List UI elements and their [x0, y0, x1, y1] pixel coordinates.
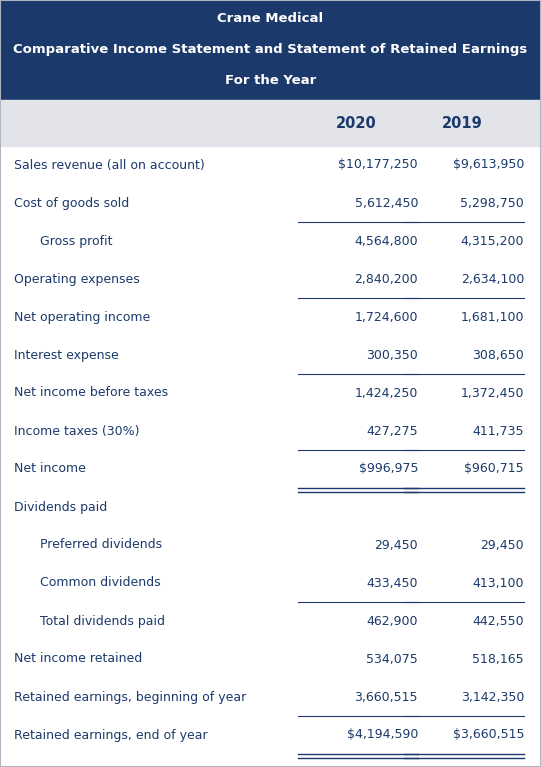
Text: $10,177,250: $10,177,250: [338, 159, 418, 172]
Text: 4,315,200: 4,315,200: [460, 235, 524, 248]
Text: Crane Medical: Crane Medical: [217, 12, 324, 25]
Text: 411,735: 411,735: [472, 424, 524, 437]
Text: Net operating income: Net operating income: [14, 311, 150, 324]
Text: 2,840,200: 2,840,200: [354, 272, 418, 285]
Text: 518,165: 518,165: [472, 653, 524, 666]
Text: Common dividends: Common dividends: [40, 577, 161, 590]
Text: Net income: Net income: [14, 463, 86, 476]
Text: 2,634,100: 2,634,100: [460, 272, 524, 285]
Text: Retained earnings, end of year: Retained earnings, end of year: [14, 729, 208, 742]
Text: 427,275: 427,275: [366, 424, 418, 437]
Text: 433,450: 433,450: [366, 577, 418, 590]
Text: Dividends paid: Dividends paid: [14, 501, 107, 513]
Text: 3,142,350: 3,142,350: [460, 690, 524, 703]
Text: Retained earnings, beginning of year: Retained earnings, beginning of year: [14, 690, 246, 703]
Text: 5,298,750: 5,298,750: [460, 196, 524, 209]
Text: 1,372,450: 1,372,450: [460, 387, 524, 400]
Bar: [0, 0, 541, 100]
Text: Net income before taxes: Net income before taxes: [14, 387, 168, 400]
Text: 442,550: 442,550: [472, 614, 524, 627]
Text: 534,075: 534,075: [366, 653, 418, 666]
Text: $9,613,950: $9,613,950: [453, 159, 524, 172]
Text: Cost of goods sold: Cost of goods sold: [14, 196, 129, 209]
Text: For the Year: For the Year: [225, 74, 316, 87]
Text: 308,650: 308,650: [472, 348, 524, 361]
Text: $4,194,590: $4,194,590: [347, 729, 418, 742]
Text: Operating expenses: Operating expenses: [14, 272, 140, 285]
Text: $996,975: $996,975: [359, 463, 418, 476]
Text: 2020: 2020: [335, 116, 377, 130]
Text: 1,724,600: 1,724,600: [354, 311, 418, 324]
Text: 2019: 2019: [441, 116, 483, 130]
Text: 4,564,800: 4,564,800: [354, 235, 418, 248]
Text: $3,660,515: $3,660,515: [452, 729, 524, 742]
Text: Sales revenue (all on account): Sales revenue (all on account): [14, 159, 204, 172]
Text: Interest expense: Interest expense: [14, 348, 119, 361]
Bar: [0, 100, 541, 146]
Text: 1,681,100: 1,681,100: [460, 311, 524, 324]
Text: Preferred dividends: Preferred dividends: [40, 538, 162, 551]
Text: Gross profit: Gross profit: [40, 235, 113, 248]
Text: 462,900: 462,900: [366, 614, 418, 627]
Text: 5,612,450: 5,612,450: [354, 196, 418, 209]
Text: 29,450: 29,450: [374, 538, 418, 551]
Text: 3,660,515: 3,660,515: [354, 690, 418, 703]
Text: Net income retained: Net income retained: [14, 653, 142, 666]
Text: $960,715: $960,715: [464, 463, 524, 476]
Text: Income taxes (30%): Income taxes (30%): [14, 424, 140, 437]
Text: 413,100: 413,100: [472, 577, 524, 590]
Text: 1,424,250: 1,424,250: [354, 387, 418, 400]
Text: Total dividends paid: Total dividends paid: [40, 614, 165, 627]
Text: 29,450: 29,450: [480, 538, 524, 551]
Text: Comparative Income Statement and Statement of Retained Earnings: Comparative Income Statement and Stateme…: [14, 44, 527, 57]
Text: 300,350: 300,350: [366, 348, 418, 361]
